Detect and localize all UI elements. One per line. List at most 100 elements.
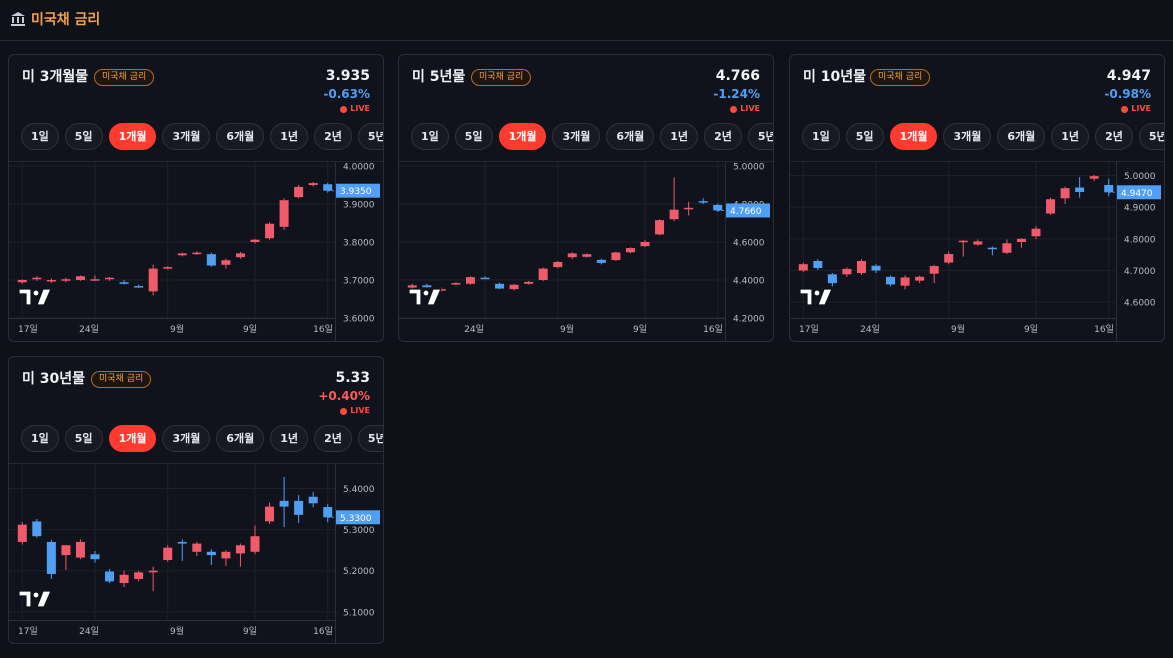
live-dot-icon (340, 407, 348, 415)
period-tab[interactable]: 1년 (270, 123, 309, 150)
x-tick-label: 9월 (170, 323, 184, 335)
candle-body (90, 279, 100, 281)
candle-body (567, 253, 577, 258)
candle (148, 264, 158, 296)
period-tab[interactable]: 2년 (314, 425, 352, 452)
candle-body (871, 265, 881, 271)
x-tick-label: 9월 (170, 625, 184, 637)
current-price-label: 3.9350 (340, 187, 372, 197)
current-price-box (1117, 185, 1161, 200)
period-tab[interactable]: 1일 (802, 123, 840, 150)
period-tab[interactable]: 5일 (845, 123, 884, 150)
candle-body (308, 183, 318, 185)
candle (886, 275, 896, 287)
period-tab[interactable]: 1개월 (108, 123, 157, 150)
candle (958, 240, 968, 257)
candle (640, 240, 650, 247)
candle-body (1104, 185, 1114, 193)
period-tab[interactable]: 5년 (357, 425, 383, 452)
candle-body (929, 266, 939, 274)
candle-body (192, 543, 202, 552)
candle-body (684, 207, 694, 210)
period-tab[interactable]: 1일 (21, 123, 59, 150)
period-tab[interactable]: 5일 (454, 123, 493, 150)
y-tick-label: 4.7000 (1124, 267, 1156, 277)
tradingview-logo-icon (799, 288, 833, 306)
live-dot-icon (1121, 105, 1129, 113)
live-label: LIVE (350, 406, 370, 415)
period-tab[interactable]: 5년 (357, 123, 383, 150)
candle (553, 261, 563, 269)
live-badge: LIVE (730, 103, 760, 115)
candle-body (32, 277, 42, 280)
candle-body (596, 259, 606, 263)
candle (134, 570, 144, 582)
candle-body (813, 261, 823, 268)
period-tab[interactable]: 3개월 (552, 123, 601, 150)
candle (1104, 178, 1114, 197)
period-tab[interactable]: 1년 (1051, 123, 1090, 150)
candle (1031, 226, 1041, 239)
period-tab[interactable]: 3개월 (943, 123, 992, 150)
period-tab[interactable]: 5일 (64, 425, 103, 452)
candlestick-chart: 5.00004.80004.60004.40004.20004.766024일9… (399, 161, 773, 341)
candle (1089, 174, 1099, 182)
candle-body (294, 500, 304, 515)
candle (105, 569, 115, 584)
period-tab[interactable]: 5년 (1138, 123, 1164, 150)
period-tab[interactable]: 6개월 (216, 425, 265, 452)
period-tab[interactable]: 2년 (1095, 123, 1133, 150)
candle (1016, 238, 1026, 248)
y-tick-label: 4.0000 (343, 163, 375, 173)
candle (61, 545, 71, 570)
period-tab[interactable]: 5일 (64, 123, 103, 150)
period-tab[interactable]: 2년 (704, 123, 742, 150)
y-tick-label: 5.2000 (343, 567, 375, 577)
period-tab[interactable]: 2년 (314, 123, 352, 150)
y-tick-label: 5.1000 (343, 608, 375, 618)
candle (61, 277, 71, 283)
candle (75, 275, 85, 281)
candle-body (509, 284, 519, 290)
period-tab[interactable]: 3개월 (162, 425, 211, 452)
y-tick-label: 4.8000 (1124, 235, 1156, 245)
y-tick-label: 4.2000 (733, 315, 765, 325)
candle (495, 282, 505, 290)
candle-body (119, 574, 129, 584)
card-title: 미 10년물 (803, 69, 866, 85)
candle (279, 477, 289, 528)
period-tab[interactable]: 6개월 (997, 123, 1046, 150)
period-tab[interactable]: 1개월 (108, 425, 157, 452)
candle (46, 278, 56, 284)
x-tick-label: 24일 (464, 324, 484, 335)
candle-body (206, 551, 216, 556)
candle (856, 259, 866, 275)
category-tag: 미국채 금리 (471, 69, 532, 86)
period-tab[interactable]: 1개월 (498, 123, 547, 150)
tradingview-logo-icon (18, 590, 52, 608)
candle (250, 238, 260, 244)
period-tab[interactable]: 6개월 (606, 123, 655, 150)
live-badge: LIVE (340, 405, 370, 417)
candle-body (625, 248, 635, 253)
y-tick-label: 5.0000 (1124, 172, 1156, 182)
candle-body (177, 253, 187, 256)
period-tab[interactable]: 1년 (660, 123, 699, 150)
card-title: 미 5년물 (412, 69, 466, 85)
candle-body (61, 545, 71, 556)
period-tab[interactable]: 1개월 (889, 123, 938, 150)
page-header: 미국채 금리 (0, 0, 1173, 41)
period-tab[interactable]: 1일 (411, 123, 449, 150)
candle-body (973, 241, 983, 245)
candle (451, 282, 461, 285)
period-tab[interactable]: 6개월 (216, 123, 265, 150)
period-tab[interactable]: 1일 (21, 425, 59, 452)
period-tab[interactable]: 3개월 (162, 123, 211, 150)
period-tab[interactable]: 5년 (747, 123, 773, 150)
candle-body (221, 260, 231, 265)
candle (1002, 239, 1012, 255)
period-tab[interactable]: 1년 (270, 425, 309, 452)
candle (582, 253, 592, 258)
candle (538, 267, 548, 281)
candle-body (915, 276, 925, 281)
